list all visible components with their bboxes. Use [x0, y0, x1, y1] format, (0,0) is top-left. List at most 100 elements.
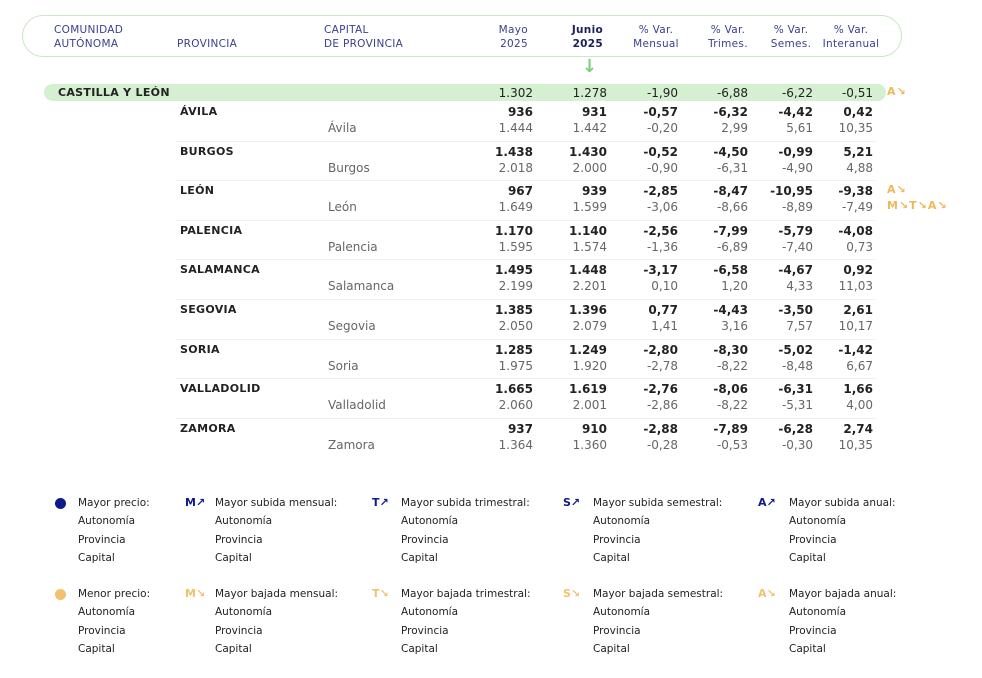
capital-value: 11,03 — [838, 279, 873, 294]
legend-title: Mayor bajada anual: — [789, 588, 897, 600]
province-value: 5,21 — [843, 144, 873, 159]
capital-name: Salamanca — [328, 279, 395, 294]
legend-title: Mayor bajada semestral: — [593, 588, 724, 600]
legend-item: Autonomía — [215, 606, 273, 618]
header-trimes: % Var. Trimes. — [708, 24, 748, 50]
capital-value: 2,99 — [721, 121, 748, 135]
capital-value: 1.975 — [498, 358, 533, 373]
province-name: SORIA — [180, 342, 220, 356]
capital-value: 2.050 — [498, 319, 533, 333]
capital-name: Burgos — [328, 160, 370, 175]
header-semes: % Var. Semes. — [770, 24, 812, 50]
province-value: 1.495 — [495, 263, 533, 278]
legend-item: Autonomía — [401, 515, 459, 527]
province-name: ÁVILA — [180, 105, 218, 118]
province-value: -1,42 — [838, 342, 873, 357]
down-arrow-icon: ↓ — [582, 56, 598, 77]
capital-value: 3,16 — [721, 319, 748, 333]
province-value: -7,89 — [713, 421, 748, 436]
legend-title: Mayor subida anual: — [789, 497, 896, 509]
legend-item: Provincia — [593, 624, 641, 637]
capital-value: 1.444 — [498, 121, 533, 135]
capital-name: Valladolid — [328, 398, 386, 413]
legend-item: Capital — [215, 552, 252, 564]
legend-item: Autonomía — [593, 515, 651, 527]
province-value: -3,50 — [778, 303, 813, 317]
province-value: 1.385 — [495, 303, 533, 317]
legend-dot-icon — [55, 589, 66, 600]
capital-value: 7,57 — [786, 319, 813, 333]
capital-value: 1,20 — [721, 279, 748, 294]
province-value: 1.396 — [569, 303, 607, 317]
capital-value: 2.199 — [498, 279, 533, 294]
capital-value: -0,90 — [646, 160, 678, 175]
capital-value: -6,31 — [716, 160, 748, 175]
legend-item: Autonomía — [78, 515, 136, 527]
legend-item: Provincia — [78, 533, 126, 546]
capital-value: 1.364 — [498, 437, 533, 452]
legend-badge: A↗ — [758, 496, 776, 509]
header-ccaa: COMUNIDAD AUTÓNOMA — [54, 24, 124, 50]
province-value: 1.619 — [569, 382, 607, 397]
province-value: -4,50 — [713, 144, 748, 159]
province-name: ZAMORA — [180, 421, 236, 435]
capital-value: 4,00 — [846, 398, 873, 413]
capital-value: -8,66 — [716, 200, 748, 215]
province-value: 967 — [507, 184, 533, 199]
header-mensual: % Var. Mensual — [633, 24, 679, 50]
province-value: 939 — [581, 184, 607, 199]
province-value: -2,85 — [643, 184, 678, 199]
province-value: 2,74 — [843, 421, 873, 436]
capital-value: -8,48 — [781, 358, 813, 373]
legend-item: Autonomía — [215, 515, 273, 527]
capital-value: 1,41 — [651, 319, 678, 333]
capital-value: 1.920 — [572, 358, 607, 373]
legend-item: Provincia — [401, 624, 449, 637]
legend-item: Provincia — [215, 624, 263, 637]
legend-title: Mayor bajada mensual: — [215, 588, 339, 600]
header-junio: Junio 2025 — [571, 24, 603, 50]
capital-name: León — [328, 200, 357, 215]
capital-value: -2,86 — [646, 398, 678, 413]
capital-value: -6,89 — [716, 239, 748, 254]
province-value: 0,77 — [648, 303, 678, 317]
province-value: 1.430 — [569, 144, 607, 159]
ccaa-name: CASTILLA Y LEÓN — [58, 86, 170, 99]
legend-item: Autonomía — [789, 515, 847, 527]
legend-item: Autonomía — [789, 606, 847, 618]
province-value: 1.249 — [569, 342, 607, 357]
legend-title: Mayor precio: — [78, 497, 150, 509]
legend-item: Capital — [401, 643, 438, 655]
capital-value: -7,40 — [781, 239, 813, 254]
province-value: 1.665 — [495, 382, 533, 397]
header-capital: CAPITAL DE PROVINCIA — [324, 24, 404, 50]
legend-badge: M↗ — [185, 496, 206, 509]
capital-value: 10,35 — [838, 121, 873, 135]
header-mayo: Mayo 2025 — [498, 24, 528, 50]
legend-title: Mayor subida mensual: — [215, 497, 338, 509]
province-name: SEGOVIA — [180, 303, 237, 316]
province-value: -6,32 — [713, 105, 748, 119]
legend-dot-icon — [55, 498, 66, 509]
province-value: -4,43 — [713, 303, 748, 317]
row-separator — [176, 417, 876, 419]
row-separator — [176, 259, 876, 261]
capital-value: 5,61 — [786, 121, 813, 135]
ccaa-badge: A↘ — [887, 85, 907, 98]
capital-name: Segovia — [328, 319, 376, 333]
legend-badge: S↗ — [563, 496, 581, 509]
legend-title: Mayor bajada trimestral: — [401, 588, 531, 600]
province-value: 0,42 — [843, 105, 873, 119]
ccaa-value: 1.302 — [498, 86, 533, 100]
legend-item: Capital — [593, 643, 630, 655]
header-interanual: % Var. Interanual — [822, 24, 880, 50]
legend-item: Capital — [789, 552, 826, 564]
province-value: 1,66 — [843, 382, 873, 397]
ccaa-value: -1,90 — [646, 86, 678, 100]
legend-item: Capital — [789, 643, 826, 655]
province-value: -7,99 — [713, 223, 748, 238]
capital-value: 2.001 — [572, 398, 607, 413]
province-value: -5,79 — [778, 223, 813, 238]
province-value: -0,52 — [643, 144, 678, 159]
ccaa-value: 1.278 — [572, 86, 607, 100]
